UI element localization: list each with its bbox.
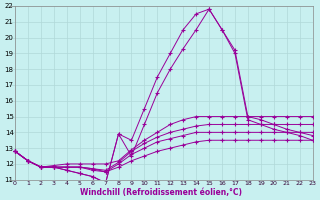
X-axis label: Windchill (Refroidissement éolien,°C): Windchill (Refroidissement éolien,°C) [80, 188, 242, 197]
